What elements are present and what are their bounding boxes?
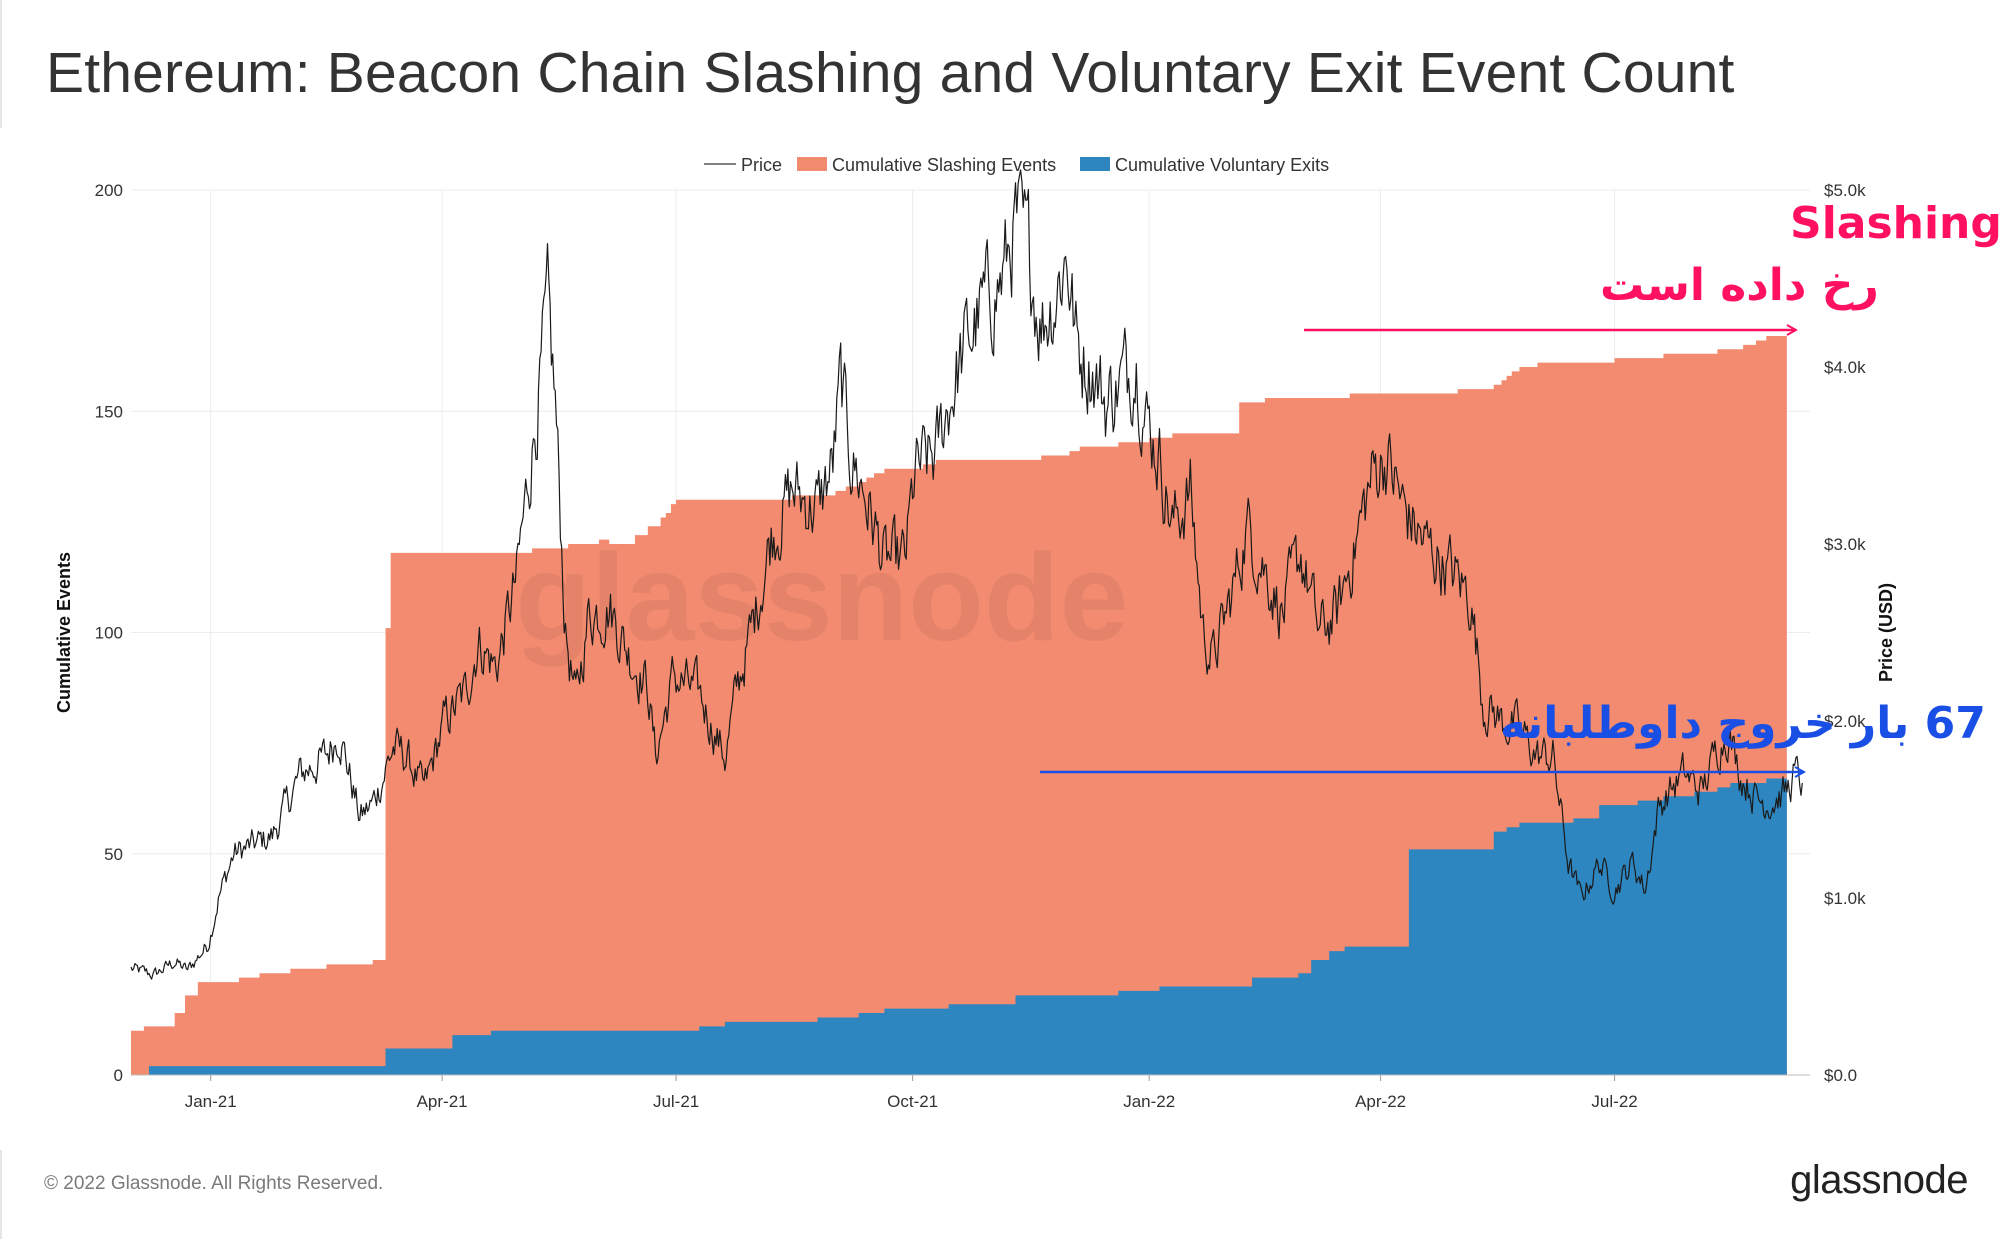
y-right-tick-label: $2.0k <box>1824 712 1866 731</box>
legend-label-price: Price <box>741 155 782 175</box>
annotation-exits-line1: 67 بار خروج داوطلبانه <box>1500 698 1986 749</box>
watermark: glassnode <box>515 529 1128 667</box>
area-cumulative-slashing <box>131 336 1787 1075</box>
page-title: Ethereum: Beacon Chain Slashing and Volu… <box>46 41 1735 105</box>
legend-label-exits: Cumulative Voluntary Exits <box>1115 155 1329 175</box>
x-tick-label: Jan-21 <box>185 1092 237 1111</box>
x-tick-label: Jul-22 <box>1591 1092 1637 1111</box>
axes: 0 50 100 150 200 $0.0 $1.0k $2.0k $3.0k $4.0k $5.0… <box>54 181 1896 1111</box>
annotation-slashing-line1: 167 بار تا کنون پدیده Slashing <box>1790 198 2000 249</box>
y-left-tick-label: 100 <box>95 624 123 643</box>
areas <box>131 336 1787 1075</box>
y-left-tick-label: 200 <box>95 181 123 200</box>
legend-label-slashing: Cumulative Slashing Events <box>832 155 1056 175</box>
y-right-axis-title: Price (USD) <box>1876 583 1896 682</box>
x-tick-label: Oct-21 <box>887 1092 938 1111</box>
price-series <box>130 169 1803 980</box>
y-right-tick-label: $0.0 <box>1824 1066 1857 1085</box>
y-right-tick-label: $4.0k <box>1824 358 1866 377</box>
x-tick-label: Apr-22 <box>1355 1092 1406 1111</box>
left-edge-rule <box>0 0 2 128</box>
y-left-axis-title: Cumulative Events <box>54 552 74 713</box>
bottom-edge-rule <box>0 1150 2 1239</box>
brand-logo: glassnode <box>1790 1158 1968 1202</box>
y-left-tick-label: 150 <box>95 402 123 421</box>
y-right-tick-label: $5.0k <box>1824 181 1866 200</box>
annotations: 167 بار تا کنون پدیده Slashing رخ داده ا… <box>1040 198 2000 772</box>
y-left-tick-label: 50 <box>104 845 123 864</box>
x-tick-label: Jul-21 <box>653 1092 699 1111</box>
legend-swatch-slashing <box>797 157 827 171</box>
line-price <box>130 169 1803 980</box>
legend-swatch-exits <box>1080 157 1110 171</box>
y-right-tick-label: $3.0k <box>1824 535 1866 554</box>
x-tick-label: Jan-22 <box>1123 1092 1175 1111</box>
y-right-tick-label: $1.0k <box>1824 889 1866 908</box>
annotation-slashing-line2: رخ داده است <box>1600 260 1879 311</box>
copyright: © 2022 Glassnode. All Rights Reserved. <box>44 1173 384 1194</box>
legend: Price Cumulative Slashing Events Cumulat… <box>704 155 1329 175</box>
x-tick-label: Apr-21 <box>417 1092 468 1111</box>
area-cumulative-exits <box>131 778 1787 1075</box>
y-left-tick-label: 0 <box>114 1066 123 1085</box>
